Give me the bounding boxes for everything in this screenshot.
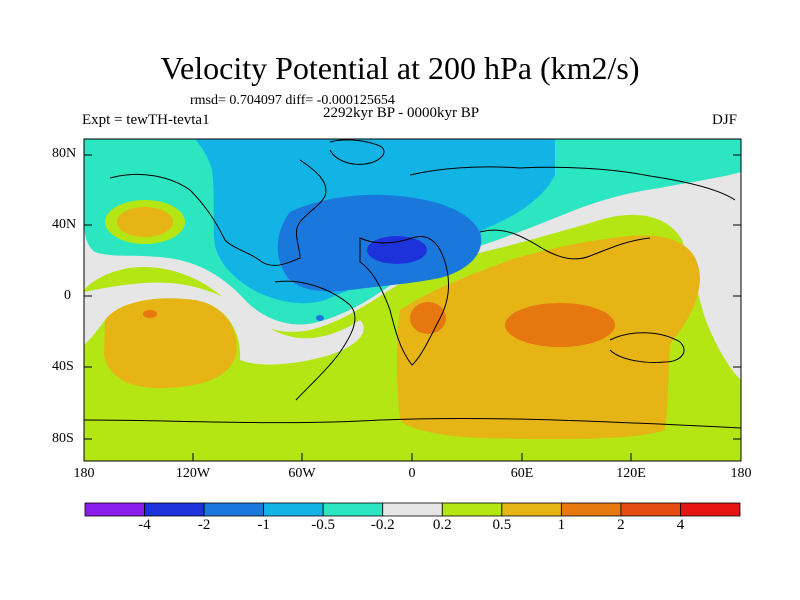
colorbar-box-3 (263, 502, 324, 517)
contour-spacific-core (143, 310, 157, 318)
colorbar-box-10 (680, 502, 741, 517)
colorbar-box-4 (322, 502, 384, 517)
colorbar-box-7 (501, 502, 562, 517)
colorbar-label-8: 2 (617, 517, 625, 533)
coast-north-america (109, 159, 327, 266)
lon-label-0: 0 (408, 466, 416, 481)
lat-label-80s: 80S (52, 431, 74, 446)
coast-australia (609, 332, 685, 363)
colorbar-box-6 (441, 502, 503, 517)
colorbar-label-0: -4 (138, 517, 151, 533)
colorbar-label-2: -1 (257, 517, 270, 533)
lon-label-60w: 60W (288, 466, 316, 481)
lon-label-120e: 120E (616, 466, 646, 481)
lat-label-40n: 40N (52, 217, 77, 232)
contour-south-band (84, 282, 364, 365)
colorbar-label-3: -0.5 (311, 517, 336, 533)
colorbar-box-0 (84, 502, 145, 517)
colorbar-label-5: 0.2 (432, 517, 452, 533)
lon-label-180e: 180 (730, 466, 752, 481)
experiment-label: Expt = tewTH-tevta1 (82, 112, 210, 128)
colorbar-label-4: -0.2 (370, 517, 395, 533)
coastlines (84, 139, 741, 429)
colorbar-label-6: 0.5 (492, 517, 512, 533)
colorbar-label-9: 4 (676, 517, 685, 533)
coast-antarctica (84, 417, 741, 429)
contour-npacific-core (117, 207, 173, 237)
lon-label-60e: 60E (510, 466, 534, 481)
colorbar (84, 502, 741, 517)
period-label: 2292kyr BP - 0000kyr BP (323, 105, 480, 121)
lat-label-eq: 0 (64, 288, 71, 303)
contour-spacific-region (104, 298, 237, 388)
colorbar-box-1 (144, 502, 205, 517)
plot-title: Velocity Potential at 200 hPa (km2/s) (160, 50, 640, 86)
coast-africa (359, 236, 450, 366)
lon-label-180w: 180 (73, 466, 95, 481)
contour-field (84, 139, 741, 461)
colorbar-box-2 (203, 502, 265, 517)
contour-min-core (367, 236, 427, 264)
lon-label-120w: 120W (175, 466, 211, 481)
colorbar-label-1: -2 (197, 517, 211, 533)
contour-africa-core (410, 302, 446, 334)
lat-label-40s: 40S (52, 359, 74, 374)
season-label: DJF (712, 112, 738, 128)
colorbar-label-7: 1 (557, 517, 566, 533)
coast-eurasia (409, 166, 736, 260)
tick-marks (84, 154, 741, 461)
contour-max-core (505, 303, 615, 347)
lat-label-80n: 80N (52, 146, 77, 161)
coast-south-america (274, 280, 356, 401)
colorbar-box-8 (560, 502, 622, 517)
coast-greenland (329, 139, 385, 165)
contour-samerica-spot (316, 315, 324, 321)
colorbar-box-5 (382, 502, 443, 517)
colorbar-box-9 (620, 502, 681, 517)
stats-label: rmsd= 0.704097 diff= -0.000125654 (190, 93, 395, 108)
